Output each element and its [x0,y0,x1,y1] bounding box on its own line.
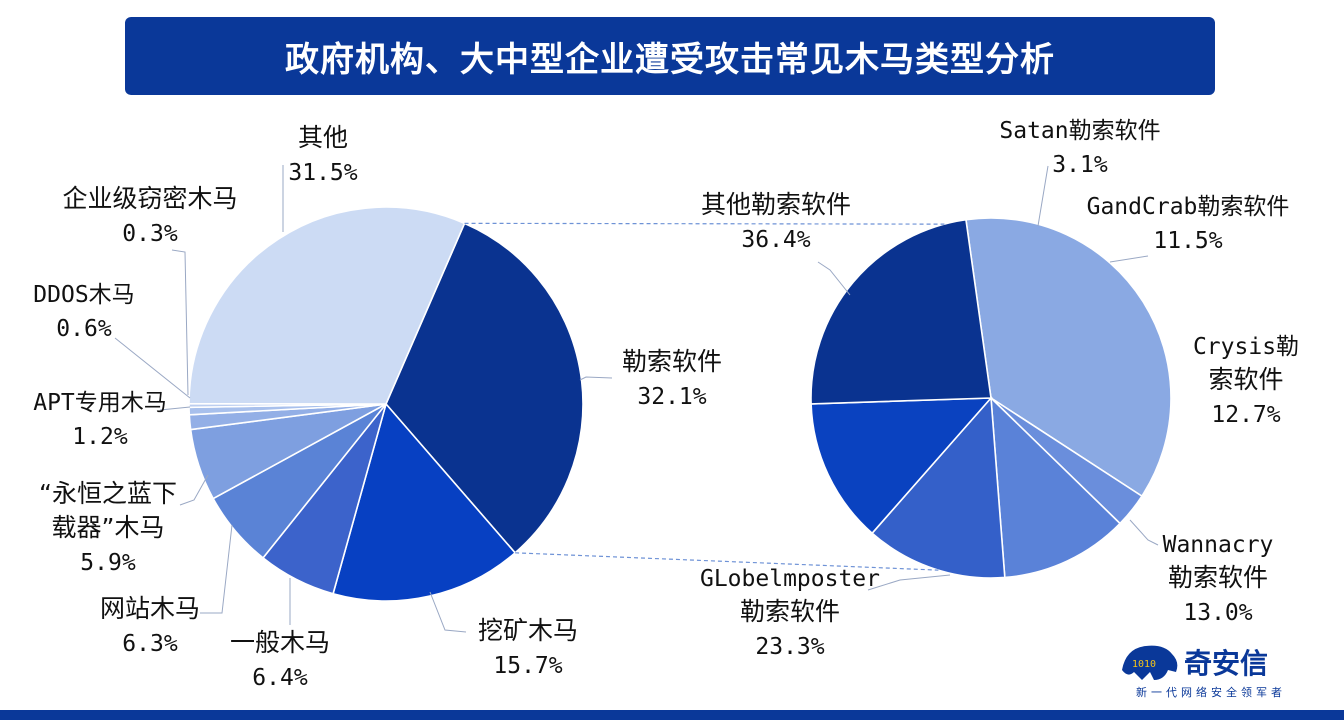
main-pie-label-0-percent: 31.5% [288,160,357,186]
main-pie-slice-0 [385,222,584,554]
ransom-pie-slice-5 [810,218,992,405]
main-pie-leader-line-7 [429,591,467,633]
label-leader-lines [114,165,1159,633]
slice-labels: 其他 31.5% 企业级窃密木马 0.3% DDOS木马 0.6% APT专用木马 1.2% “… [33,118,1299,691]
main-pie-label-8-line-0: 勒索软件 [622,347,722,376]
main-pie-slice-8 [188,206,466,405]
ransom-pie-label-3-percent: 12.7% [1211,402,1280,428]
ransom-pie-label-1-line-0: 其他勒索软件 [701,190,851,219]
ransom-pie-slice-0 [965,217,1172,498]
ransom-pie-label-4-percent: 13.0% [1183,600,1252,626]
ransom-pie-slice-4 [810,397,993,535]
ransom-pie-label-3-line-1: 索软件 [1208,365,1283,394]
connector-line-top [464,222,945,225]
main-pie-label-4-line-0: “永恒之蓝下 [39,479,177,508]
main-pie-label-2-line-0: DDOS木马 [33,282,134,308]
logo-slogan: 新一代网络安全领军者 [1136,686,1286,699]
pie-connector-lines [464,222,945,571]
connector-line-bottom [515,552,939,571]
main-pie-label-6-line-0: 一般木马 [230,628,330,657]
main-pie-slice-1 [332,402,517,602]
ransom-pie-leader-line-0 [1037,165,1049,227]
main-pie-label-6-percent: 6.4% [252,665,308,691]
main-pie-label-5-percent: 6.3% [122,631,178,657]
ransom-pie-label-0-line-0: Satan勒索软件 [999,118,1160,144]
ransom-pie-label-0-percent: 3.1% [1052,152,1108,178]
title-banner: 政府机构、大中型企业遭受攻击常见木马类型分析 [125,17,1215,95]
chart-title: 政府机构、大中型企业遭受攻击常见木马类型分析 [285,39,1055,80]
main-pie-label-7-line-0: 挖矿木马 [478,616,578,645]
ransom-pie-label-1-percent: 36.4% [741,227,810,253]
main-pie-label-3-percent: 1.2% [72,424,128,450]
bottom-bar [0,710,1344,720]
main-pie-leader-line-3 [159,406,191,411]
ransom-pie-leader-line-2 [1109,255,1149,263]
logo-name: 奇安信 [1184,647,1269,680]
main-pie-leader-line-2 [114,337,191,399]
tiger-logo-icon: 1010 [1122,645,1178,680]
ransom-pie-leader-line-5 [867,574,951,591]
main-pie-leader-line-8 [579,376,613,381]
main-pie-label-4-percent: 5.9% [80,550,136,576]
main-pie-leader-line-5 [200,524,233,614]
main-pie-leader-line-4 [179,474,209,506]
main-pie-label-7-percent: 15.7% [493,653,562,679]
main-pie-leader-line-1 [171,249,189,396]
main-pie-label-2-percent: 0.6% [56,316,112,342]
main-pie-label-3-line-0: APT专用木马 [33,390,167,416]
ransom-pie-slice-2 [990,395,1122,579]
main-pie-label-5-line-0: 网站木马 [100,594,200,623]
ransom-pie-label-2-line-0: GandCrab勒索软件 [1087,194,1290,220]
svg-text:1010: 1010 [1132,659,1156,670]
main-pie-label-0-line-0: 其他 [298,123,348,152]
ransom-pie-label-4-line-0: Wannacry [1163,532,1274,558]
main-pie-label-8-percent: 32.1% [637,384,706,410]
ransom-pie-slice-3 [871,396,1006,579]
ransom-pie-label-3-line-0: Crysis勒 [1193,334,1299,360]
ransom-pie-label-5-line-1: 勒索软件 [740,597,840,626]
ransom-pie-label-2-percent: 11.5% [1153,228,1222,254]
ransomware-breakdown-pie-chart [810,217,1172,579]
main-pie-chart [188,206,584,602]
main-pie-label-4-line-1: 载器”木马 [52,513,165,542]
ransom-pie-leader-line-4 [1129,519,1159,546]
ransom-pie-label-5-percent: 23.3% [755,634,824,660]
ransom-pie-label-5-line-0: GLobelmposter [700,566,880,592]
ransom-pie-label-4-line-1: 勒索软件 [1168,563,1268,592]
main-pie-label-1-percent: 0.3% [122,221,178,247]
ransom-pie-leader-line-1 [817,261,851,296]
company-logo: 1010 奇安信 新一代网络安全领军者 [1120,640,1320,702]
main-pie-label-1-line-0: 企业级窃密木马 [62,184,237,213]
